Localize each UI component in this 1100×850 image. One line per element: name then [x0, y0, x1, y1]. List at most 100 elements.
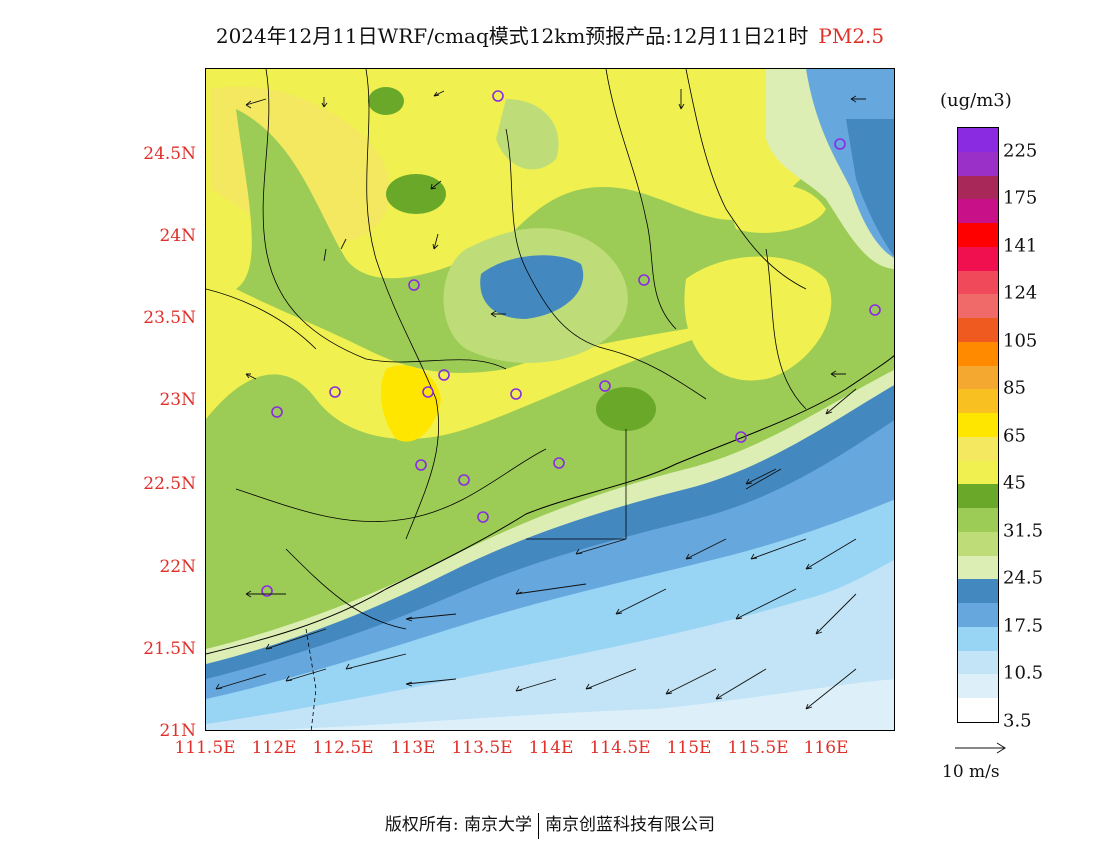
lat-label: 22.5N [143, 474, 196, 494]
copyright-left: 版权所有: 南京大学 [384, 815, 533, 835]
legend-color-swatch [958, 318, 998, 342]
legend-color-swatch [958, 389, 998, 413]
city-marker [271, 406, 283, 418]
color-legend-bar [957, 127, 999, 723]
legend-color-swatch [958, 531, 998, 556]
city-marker [438, 369, 450, 381]
lat-label: 23N [159, 390, 196, 410]
footer-divider [538, 812, 540, 839]
lat-label: 21.5N [143, 639, 196, 659]
legend-color-swatch [958, 128, 998, 152]
city-marker [329, 386, 341, 398]
map-canvas [206, 69, 894, 730]
legend-color-swatch [958, 484, 998, 508]
reservoir [480, 255, 584, 319]
legend-color-swatch [958, 413, 998, 437]
city-marker [510, 388, 522, 400]
legend-color-swatch [958, 698, 998, 722]
city-marker [735, 431, 747, 443]
pm-zone-dark-green-3 [596, 387, 656, 431]
lon-label: 114E [528, 738, 574, 758]
city-marker [422, 386, 434, 398]
lon-label: 116E [803, 738, 849, 758]
lat-label: 23.5N [143, 308, 196, 328]
legend-label: 10.5 [1003, 662, 1044, 684]
legend-label: 105 [1003, 330, 1038, 352]
pm-zone-ne-dark-blue [846, 119, 894, 257]
city-marker [638, 274, 650, 286]
lon-label: 114.5E [589, 738, 651, 758]
lon-label: 112.5E [312, 738, 374, 758]
city-marker [415, 459, 427, 471]
pm-zone-pale-green-north [496, 99, 559, 170]
legend-color-swatch [958, 603, 998, 627]
legend-color-swatch [958, 175, 998, 200]
forecast-map [205, 68, 895, 731]
legend-color-swatch [958, 294, 998, 318]
legend-label: 24.5 [1003, 567, 1044, 589]
legend-color-swatch [958, 626, 998, 651]
legend-color-swatch [958, 151, 998, 176]
pm-zone-yellow-east [684, 256, 832, 381]
city-marker [553, 457, 565, 469]
legend-label: 3.5 [1003, 710, 1032, 732]
legend-color-swatch [958, 246, 998, 271]
city-marker [458, 474, 470, 486]
legend-color-swatch [958, 674, 998, 698]
city-marker [869, 304, 881, 316]
legend-label: 124 [1003, 282, 1038, 304]
lon-label: 111.5E [174, 738, 236, 758]
lat-label: 24N [159, 226, 196, 246]
sea-band-3 [206, 560, 894, 730]
city-marker [408, 279, 420, 291]
legend-label: 65 [1003, 425, 1026, 447]
lon-label: 113E [390, 738, 436, 758]
legend-color-swatch [958, 341, 998, 366]
copyright-right: 南京创蓝科技有限公司 [545, 815, 716, 835]
legend-color-swatch [958, 650, 998, 675]
lon-label: 115E [666, 738, 712, 758]
legend-label: 225 [1003, 140, 1038, 162]
city-markers [261, 90, 881, 597]
legend-color-swatch [958, 555, 998, 580]
legend-label: 141 [1003, 235, 1038, 257]
map-title: 2024年12月11日WRF/cmaq模式12km预报产品:12月11日21时 P… [0, 20, 1100, 49]
pm-zone-dark-green-1 [386, 174, 446, 214]
legend-color-swatch [958, 436, 998, 461]
reference-vector-label: 10 m/s [942, 762, 1000, 782]
lat-label: 21N [159, 721, 196, 741]
pm-zone-dark-green-2 [368, 87, 404, 115]
wind-vectors [215, 89, 866, 710]
lon-label: 112E [251, 738, 297, 758]
copyright-footer: 版权所有: 南京大学 南京创蓝科技有限公司 [0, 810, 1100, 839]
legend-units: (ug/m3) [940, 90, 1012, 111]
legend-color-swatch [958, 199, 998, 223]
lon-label: 113.5E [451, 738, 513, 758]
city-marker [261, 585, 273, 597]
legend-color-swatch [958, 579, 998, 603]
lon-label: 115.5E [727, 738, 789, 758]
legend-color-swatch [958, 270, 998, 295]
lat-label: 22N [159, 557, 196, 577]
legend-color-swatch [958, 365, 998, 390]
legend-label: 85 [1003, 377, 1026, 399]
legend-label: 175 [1003, 187, 1038, 209]
legend-label: 45 [1003, 472, 1026, 494]
legend-label: 17.5 [1003, 615, 1044, 637]
legend-color-swatch [958, 508, 998, 532]
legend-color-swatch [958, 460, 998, 485]
city-marker [834, 138, 846, 150]
pm-zone-65 [380, 365, 441, 442]
city-marker [599, 380, 611, 392]
legend-label: 31.5 [1003, 520, 1044, 542]
city-marker [492, 90, 504, 102]
sea-band-lightest [271, 679, 894, 730]
lat-label: 24.5N [143, 144, 196, 164]
coastline [206, 355, 894, 655]
legend-color-swatch [958, 223, 998, 247]
title-pollutant: PM2.5 [818, 24, 885, 48]
pm-zone-yellow-ne [726, 185, 826, 233]
city-marker [477, 511, 489, 523]
reference-vector-arrow [955, 742, 1006, 754]
title-main: 2024年12月11日WRF/cmaq模式12km预报产品:12月11日21时 [215, 24, 809, 48]
